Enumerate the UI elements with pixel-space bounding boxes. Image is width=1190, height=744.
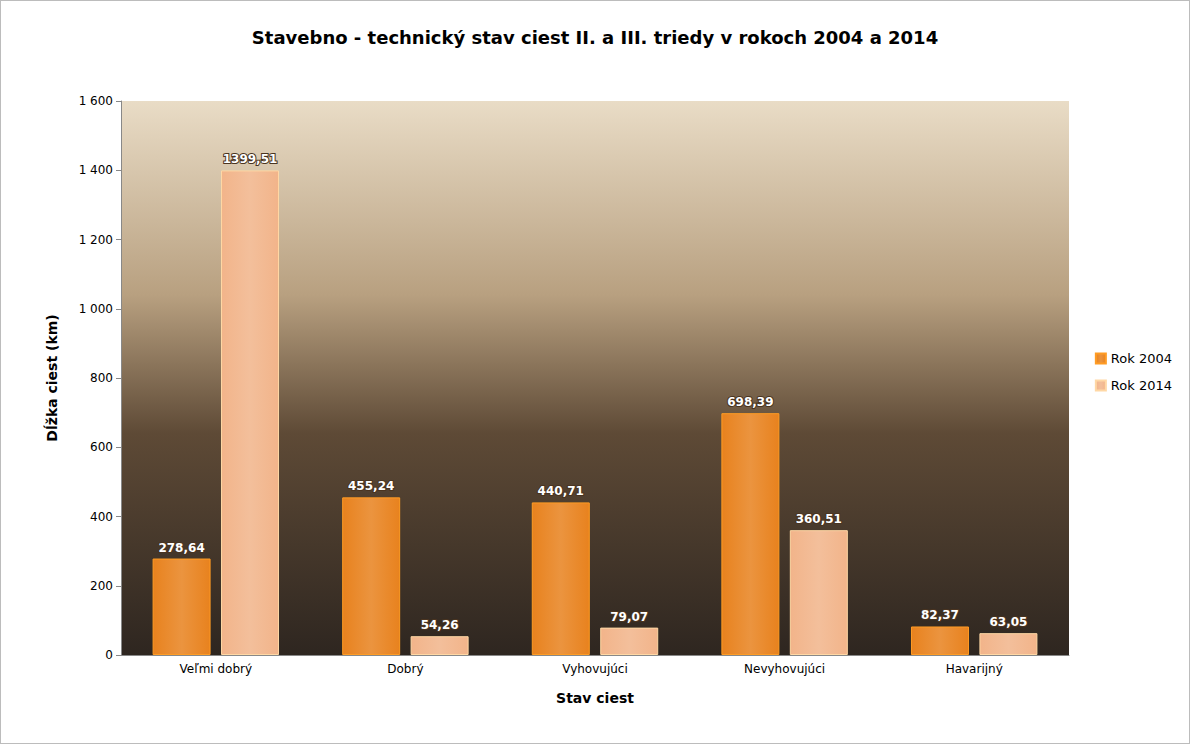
svg-text:698,39: 698,39 xyxy=(727,395,773,409)
svg-text:400: 400 xyxy=(90,510,113,524)
svg-text:1 400: 1 400 xyxy=(79,163,113,177)
svg-text:Dobrý: Dobrý xyxy=(387,662,423,676)
svg-text:Nevyhovujúci: Nevyhovujúci xyxy=(744,662,825,676)
svg-text:200: 200 xyxy=(90,579,113,593)
svg-text:Vyhovujúci: Vyhovujúci xyxy=(562,662,628,676)
svg-text:278,64: 278,64 xyxy=(158,541,204,555)
svg-text:Rok 2014: Rok 2014 xyxy=(1111,378,1172,393)
svg-text:63,05: 63,05 xyxy=(989,615,1027,629)
svg-text:1 000: 1 000 xyxy=(79,302,113,316)
svg-text:440,71: 440,71 xyxy=(538,484,584,498)
svg-text:Rok 2004: Rok 2004 xyxy=(1111,351,1172,366)
svg-text:82,37: 82,37 xyxy=(921,608,959,622)
svg-text:455,24: 455,24 xyxy=(348,479,394,493)
svg-text:0: 0 xyxy=(105,648,113,662)
svg-text:800: 800 xyxy=(90,371,113,385)
svg-text:600: 600 xyxy=(90,440,113,454)
svg-text:1399,51: 1399,51 xyxy=(223,152,278,166)
svg-text:1 200: 1 200 xyxy=(79,233,113,247)
svg-text:1 600: 1 600 xyxy=(79,94,113,108)
svg-text:Veľmi dobrý: Veľmi dobrý xyxy=(179,662,252,676)
svg-text:54,26: 54,26 xyxy=(421,618,459,632)
svg-text:Havarijný: Havarijný xyxy=(946,662,1003,676)
svg-text:360,51: 360,51 xyxy=(796,512,842,526)
svg-text:Stav ciest: Stav ciest xyxy=(556,690,634,706)
svg-text:Dĺžka ciest (km): Dĺžka ciest (km) xyxy=(43,314,60,441)
svg-text:Stavebno - technický stav cies: Stavebno - technický stav ciest II. a II… xyxy=(252,27,938,48)
svg-text:79,07: 79,07 xyxy=(610,610,648,624)
